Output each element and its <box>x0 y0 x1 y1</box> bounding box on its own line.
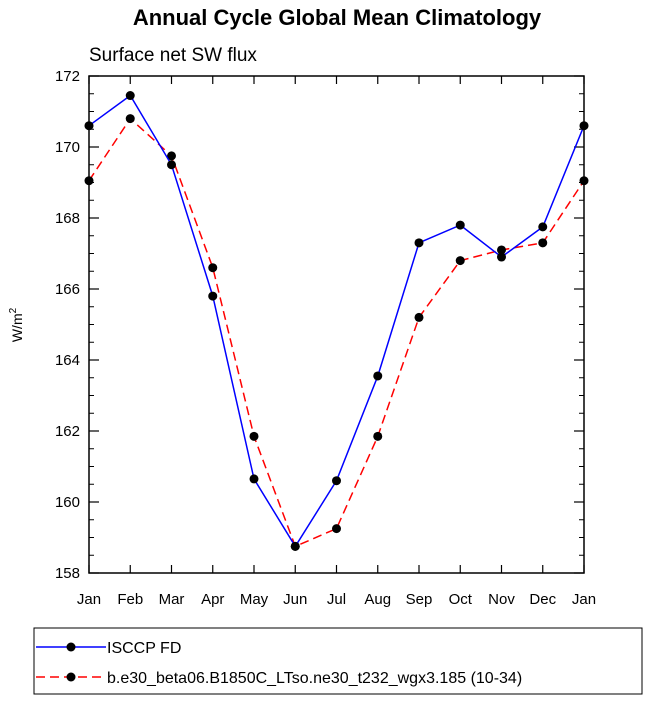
data-point <box>538 238 548 248</box>
data-point <box>579 121 589 131</box>
data-series <box>84 91 589 551</box>
y-tick-label: 158 <box>55 565 80 582</box>
data-point <box>497 252 506 262</box>
data-point <box>208 291 218 301</box>
legend: ISCCP FD b.e30_beta06.B1850C_LTso.ne30_t2… <box>33 627 643 695</box>
y-tick-label: 170 <box>55 139 80 156</box>
data-point <box>579 176 589 186</box>
data-point <box>125 91 135 101</box>
x-tick-label: Dec <box>529 591 556 608</box>
x-tick-label: Jun <box>283 591 307 608</box>
data-point <box>373 371 383 381</box>
data-point <box>414 238 424 248</box>
data-point <box>455 256 465 266</box>
x-tick-label: Jan <box>572 591 596 608</box>
data-point <box>373 431 383 441</box>
data-point <box>84 121 94 131</box>
y-axis-label: W/m2 <box>8 307 25 342</box>
data-point <box>249 474 259 484</box>
chart-subtitle: Surface net SW flux <box>89 45 257 66</box>
data-point <box>538 222 548 232</box>
plot-axes: Jan Feb Mar Apr May Jun Jul Aug Sep Oct Nov Dec Jan 1… <box>55 68 596 608</box>
x-tick-label: May <box>240 591 269 608</box>
data-point <box>249 431 259 441</box>
data-point <box>208 263 218 273</box>
data-point <box>497 245 506 255</box>
x-tick-label: Aug <box>364 591 391 608</box>
legend-label: b.e30_beta06.B1850C_LTso.ne30_t232_wgx3.… <box>107 670 522 687</box>
data-point <box>290 541 300 551</box>
data-point <box>84 176 94 186</box>
y-tick-label: 166 <box>55 281 80 298</box>
y-tick-label: 168 <box>55 210 80 227</box>
legend-label: ISCCP FD <box>107 640 181 657</box>
data-point <box>167 160 176 170</box>
legend-box <box>33 627 643 695</box>
data-point <box>332 524 341 534</box>
data-point <box>414 312 424 322</box>
chart-title: Annual Cycle Global Mean Climatology <box>133 5 542 30</box>
data-point <box>332 476 341 486</box>
y-tick-label: 160 <box>55 494 80 511</box>
y-tick-label: 172 <box>55 68 80 85</box>
x-tick-label: Sep <box>406 591 433 608</box>
y-tick-label: 162 <box>55 423 80 440</box>
x-tick-label: Oct <box>449 591 473 608</box>
x-tick-label: Mar <box>159 591 185 608</box>
legend-marker <box>66 642 76 652</box>
data-point <box>455 220 465 230</box>
data-point <box>125 114 135 124</box>
y-tick-label: 164 <box>55 352 80 369</box>
data-point <box>167 151 176 161</box>
legend-marker <box>66 672 76 682</box>
x-tick-label: Nov <box>488 591 515 608</box>
x-tick-label: Apr <box>201 591 224 608</box>
x-tick-label: Jan <box>77 591 101 608</box>
x-tick-label: Feb <box>117 591 143 608</box>
x-tick-label: Jul <box>327 591 346 608</box>
